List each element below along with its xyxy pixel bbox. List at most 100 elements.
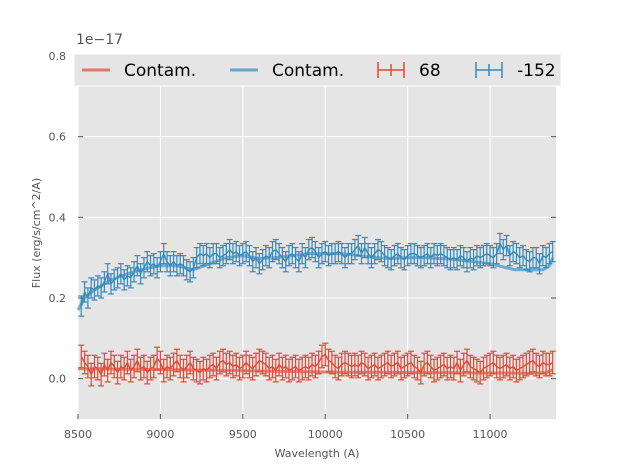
error-bar <box>101 352 108 377</box>
error-bar <box>523 249 530 271</box>
error-bar <box>196 360 203 385</box>
error-bar <box>101 271 108 293</box>
error-bar <box>299 242 306 265</box>
error-bar <box>223 242 230 265</box>
error-bar <box>543 246 550 269</box>
error-bar <box>510 240 517 263</box>
error-bar <box>124 265 131 287</box>
error-bar <box>206 246 213 269</box>
error-bar <box>371 352 378 377</box>
error-bar <box>233 352 240 377</box>
error-bar <box>342 246 349 269</box>
error-bar <box>111 354 118 379</box>
error-bar <box>503 234 510 257</box>
error-bar <box>342 350 349 375</box>
error-bar <box>398 246 405 269</box>
error-bar <box>233 240 240 263</box>
error-bar <box>117 263 124 285</box>
error-bar <box>506 356 513 381</box>
error-bar <box>381 244 388 267</box>
error-bar <box>114 267 121 289</box>
error-bar <box>381 352 388 377</box>
error-bar <box>94 275 101 297</box>
error-bar <box>262 244 269 267</box>
error-bar <box>285 358 292 383</box>
error-bar <box>276 242 283 265</box>
error-bar <box>506 244 513 267</box>
error-bar <box>496 356 503 381</box>
error-bar <box>394 242 401 265</box>
error-bar <box>427 354 434 379</box>
error-bar <box>338 242 345 265</box>
error-bar <box>523 352 530 377</box>
error-bar <box>114 360 121 385</box>
error-bar <box>259 350 266 375</box>
error-bar <box>140 354 147 379</box>
error-bar <box>348 242 355 265</box>
error-bar <box>487 352 494 377</box>
legend-errorbar-red-icon <box>377 62 405 78</box>
error-bar <box>78 344 85 369</box>
error-bar <box>81 281 88 303</box>
error-bar <box>183 259 190 281</box>
error-bar <box>447 354 454 379</box>
error-bar <box>371 242 378 265</box>
error-bar <box>431 242 438 265</box>
error-bar <box>414 356 421 381</box>
error-bar <box>266 356 273 381</box>
error-bar <box>404 244 411 267</box>
error-bar <box>213 242 220 265</box>
series-1 <box>78 232 556 317</box>
error-bar <box>243 350 250 375</box>
error-bar <box>480 356 487 381</box>
error-bar <box>322 240 329 263</box>
error-bar <box>220 244 227 267</box>
error-bar <box>239 354 246 379</box>
error-bar <box>404 352 411 377</box>
error-bar <box>253 352 260 377</box>
error-bar <box>88 362 95 387</box>
x-tick-label: 9500 <box>229 428 257 441</box>
series-0 <box>78 342 556 387</box>
error-bar <box>417 246 424 269</box>
error-bar <box>539 244 546 267</box>
error-bar <box>457 358 464 383</box>
error-bar <box>454 249 461 271</box>
error-bar <box>282 354 289 379</box>
error-bar <box>262 352 269 377</box>
error-bar <box>137 356 144 381</box>
error-bar <box>421 244 428 267</box>
error-bar <box>533 246 540 269</box>
error-bar <box>78 295 85 317</box>
y-axis-label: Flux (erg/s/cm^2/A) <box>30 178 43 288</box>
error-bar <box>173 348 180 373</box>
error-bar <box>206 354 213 379</box>
error-bar <box>216 350 223 375</box>
error-bar <box>365 356 372 381</box>
error-bar <box>289 356 296 381</box>
error-bar <box>239 242 246 265</box>
error-bar <box>450 246 457 269</box>
y-tick-label: 0.6 <box>49 131 67 144</box>
error-bar <box>253 246 260 269</box>
error-bar <box>510 354 517 379</box>
error-bar <box>98 277 105 299</box>
error-bar <box>276 352 283 377</box>
error-bar <box>368 354 375 379</box>
error-bar <box>272 238 279 261</box>
error-bar <box>127 267 134 289</box>
error-bar <box>411 242 418 265</box>
error-bar <box>516 356 523 381</box>
error-bar <box>374 356 381 381</box>
error-bar <box>160 242 167 265</box>
error-bar <box>282 251 289 273</box>
error-bar <box>348 354 355 379</box>
error-bar <box>312 240 319 263</box>
error-bar <box>421 352 428 377</box>
error-bar <box>338 352 345 377</box>
error-bar <box>398 356 405 381</box>
error-bar <box>477 360 484 385</box>
error-bar <box>177 354 184 379</box>
error-bar <box>131 354 138 379</box>
